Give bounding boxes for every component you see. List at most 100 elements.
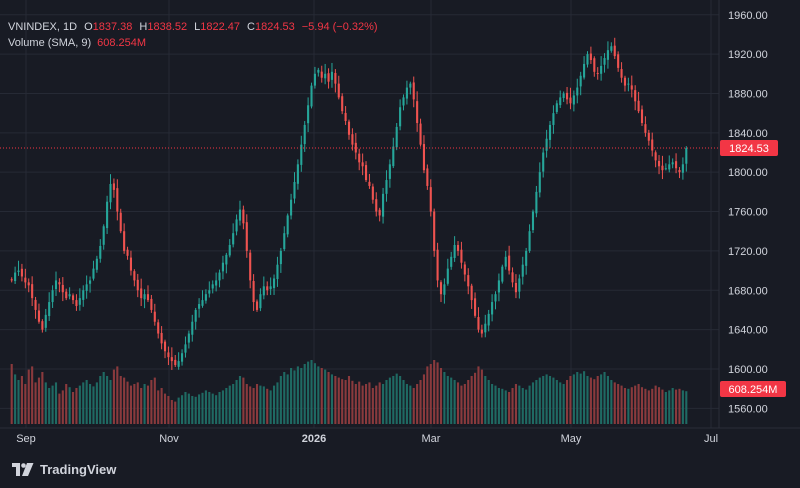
volume-bar (14, 374, 17, 424)
volume-bar (480, 369, 483, 424)
volume-bar (593, 379, 596, 424)
volume-bar (678, 388, 681, 424)
candle-body (163, 341, 167, 352)
candle-body (589, 53, 592, 61)
volume-bar (58, 393, 61, 424)
candle-body (358, 153, 361, 163)
volume-row: Volume (SMA, 9) 608.254M (8, 35, 378, 51)
volume-bar (651, 388, 654, 424)
candle-body (392, 146, 395, 167)
candle-body (579, 75, 582, 87)
candle-body (371, 186, 374, 200)
volume-bar (334, 376, 337, 424)
volume-bar (627, 388, 630, 424)
volume-bar (75, 388, 78, 424)
volume-bar (405, 384, 408, 424)
time-tick-label: May (561, 433, 582, 445)
time-tick-label: Jul (704, 433, 718, 445)
symbol-label[interactable]: VNINDEX, 1D (8, 21, 78, 33)
time-axis[interactable]: Sep Nov 2026 Mar May Jul (16, 433, 718, 445)
candle-body (375, 199, 378, 212)
volume-bar (198, 394, 201, 424)
candle-body (208, 290, 211, 294)
candle-body (664, 168, 667, 170)
volume-bar (402, 380, 405, 424)
volume-bar (412, 388, 415, 424)
volume-bar (378, 382, 381, 424)
time-tick-label: Sep (16, 433, 36, 445)
volume-bar (24, 384, 27, 424)
candle-body (293, 182, 296, 199)
candle-body (453, 244, 456, 258)
candle-body (327, 73, 330, 82)
candle-body (620, 69, 623, 78)
candle-body (17, 270, 20, 272)
candle-body (436, 249, 439, 281)
candle-body (191, 321, 194, 335)
candle-body (610, 46, 613, 51)
tradingview-logo[interactable]: TradingView (12, 462, 116, 477)
candle-body (272, 278, 276, 289)
candle-body (235, 219, 238, 232)
volume-bar (354, 384, 357, 424)
candle-body (48, 302, 51, 317)
candle-body (412, 82, 415, 100)
candle-body (89, 280, 92, 284)
volume-bar (450, 377, 453, 424)
volume-bar (603, 372, 606, 424)
volume-bar (531, 382, 535, 424)
candle-body (252, 281, 255, 303)
candle-body (112, 183, 115, 190)
price-tick-label: 1640.00 (728, 325, 768, 337)
candle-body (180, 353, 184, 362)
candle-body (242, 209, 245, 224)
candle-body (218, 272, 221, 281)
volume-bar (613, 382, 616, 424)
candle-body (409, 83, 412, 88)
open-key: O (84, 21, 93, 33)
volume-bar (61, 390, 64, 424)
candle-body (92, 268, 95, 279)
candle-body (160, 332, 163, 344)
candle-body (569, 97, 572, 104)
candle-body (330, 71, 334, 80)
candle-body (651, 139, 654, 151)
candle-body (675, 161, 678, 169)
candle-body (201, 300, 204, 306)
volume-bar (174, 401, 177, 424)
volume-bar (41, 372, 44, 424)
volume-bar (112, 369, 115, 424)
volume-bar (484, 376, 487, 424)
volume-bar (586, 376, 589, 424)
candle-body (221, 262, 224, 272)
volume-indicator-label[interactable]: Volume (SMA, 9) (8, 37, 92, 49)
volume-bar (351, 380, 354, 424)
volume-bar (218, 392, 221, 424)
candle-body (34, 299, 37, 310)
volume-bar (116, 366, 119, 424)
volume-bar (300, 368, 303, 424)
volume-bar (477, 366, 480, 424)
price-axis[interactable]: 1960.00 1920.00 1880.00 1840.00 1800.00 1760.… (728, 10, 768, 416)
candle-body (596, 73, 599, 75)
candle-body (344, 112, 347, 122)
candle-body (565, 92, 569, 100)
volume-bar (463, 384, 466, 424)
candle-body (603, 58, 606, 65)
candle-body (531, 211, 535, 231)
volume-bar (617, 384, 620, 424)
price-tick-label: 1800.00 (728, 167, 768, 179)
volume-bar (290, 368, 293, 424)
volume-bar (242, 377, 245, 424)
candle-body (41, 321, 44, 330)
candle-body (416, 101, 419, 123)
volume-bar (133, 384, 136, 424)
volume-bar (310, 360, 313, 424)
candle-body (167, 352, 170, 358)
candle-body (405, 87, 408, 99)
candle-body (337, 83, 340, 98)
candle-body (548, 124, 552, 140)
candle-body (225, 254, 228, 265)
candle-body (320, 71, 323, 78)
